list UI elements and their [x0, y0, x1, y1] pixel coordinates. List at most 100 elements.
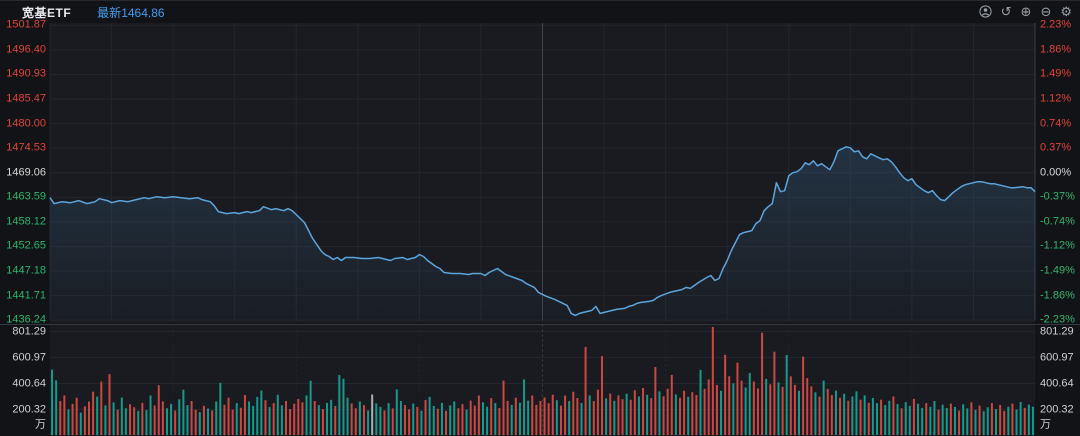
volume-bar	[494, 403, 496, 435]
zoom-in-icon[interactable]: ⊕	[1021, 5, 1032, 18]
volume-axis-label: 600.97	[1040, 352, 1080, 363]
volume-bar	[613, 401, 615, 435]
volume-axis-label: 200.32	[0, 404, 46, 415]
volume-bar	[503, 381, 505, 435]
volume-bar	[658, 391, 660, 435]
volume-unit-label: 万	[1040, 420, 1080, 431]
volume-bar	[371, 395, 373, 435]
volume-bar	[991, 403, 993, 435]
volume-bar	[872, 398, 874, 435]
volume-bar	[293, 404, 295, 435]
volume-bar	[823, 381, 825, 435]
volume-bar	[966, 408, 968, 435]
volume-bar	[671, 375, 673, 435]
volume-bar	[773, 352, 775, 435]
volume-bar	[810, 386, 812, 435]
volume-bar	[404, 405, 406, 435]
volume-bar	[461, 404, 463, 435]
volume-bar	[429, 397, 431, 435]
volume-bar	[535, 405, 537, 435]
volume-bar	[958, 411, 960, 435]
settings-icon[interactable]: ⚙	[1060, 5, 1072, 18]
volume-axis-label: 200.32	[1040, 404, 1080, 415]
volume-bar	[383, 410, 385, 435]
volume-bar	[141, 403, 143, 435]
volume-bar	[113, 402, 115, 435]
volume-bar	[622, 399, 624, 435]
volume-bar	[125, 408, 127, 435]
volume-bar	[219, 383, 221, 435]
pct-axis-label: -1.12%	[1040, 241, 1080, 252]
volume-bar	[769, 384, 771, 435]
price-axis-label: 1452.65	[0, 241, 46, 252]
pct-axis-label: 1.86%	[1040, 44, 1080, 55]
volume-bar	[507, 401, 509, 435]
volume-bar	[482, 402, 484, 435]
volume-bar	[704, 389, 706, 435]
volume-bar	[80, 413, 82, 435]
zoom-out-icon[interactable]: ⊖	[1040, 5, 1051, 18]
volume-bar	[806, 378, 808, 435]
volume-bar	[215, 401, 217, 435]
volume-bar	[158, 385, 160, 435]
volume-bar	[888, 401, 890, 435]
volume-bar	[441, 403, 443, 435]
volume-bar	[375, 403, 377, 435]
volume-bar	[999, 405, 1001, 435]
volume-bar	[687, 397, 689, 435]
volume-bar	[860, 400, 862, 435]
volume-bar	[1032, 407, 1034, 435]
pct-axis-label: 0.00%	[1040, 167, 1080, 178]
volume-bar	[617, 395, 619, 435]
volume-bar	[605, 398, 607, 435]
price-axis-label: 1480.00	[0, 118, 46, 129]
pct-axis-label: 1.49%	[1040, 69, 1080, 80]
volume-bar	[790, 376, 792, 435]
volume-bar	[277, 395, 279, 435]
volume-bar	[851, 396, 853, 435]
volume-bar	[798, 391, 800, 435]
price-axis-label: 1463.59	[0, 192, 46, 203]
volume-bar	[195, 410, 197, 435]
volume-bar	[342, 379, 344, 435]
volume-bar	[67, 409, 69, 435]
volume-bar	[162, 401, 164, 435]
volume-bar	[96, 397, 98, 435]
volume-bar	[453, 402, 455, 435]
volume-bar	[306, 395, 308, 435]
account-icon[interactable]	[979, 5, 992, 18]
volume-bar	[794, 385, 796, 435]
volume-bar	[831, 395, 833, 435]
volume-bar	[753, 382, 755, 435]
volume-bar	[663, 396, 665, 435]
volume-bar	[59, 401, 61, 435]
volume-bar	[334, 406, 336, 435]
volume-bar	[1003, 411, 1005, 435]
volume-bar	[609, 394, 611, 435]
volume-bar	[720, 391, 722, 435]
volume-axis-label: 400.64	[1040, 378, 1080, 389]
volume-axis-label: 801.29	[1040, 326, 1080, 337]
price-axis-label: 1441.71	[0, 290, 46, 301]
volume-bar	[297, 399, 299, 435]
volume-bar	[765, 379, 767, 435]
volume-bar	[1020, 402, 1022, 435]
volume-bar	[560, 406, 562, 435]
volume-bar	[942, 405, 944, 435]
volume-bar	[121, 398, 123, 435]
volume-bar	[523, 379, 525, 435]
volume-bar	[708, 379, 710, 435]
volume-bar	[273, 403, 275, 435]
volume-bar	[732, 383, 734, 435]
undo-icon[interactable]: ↺	[1001, 5, 1012, 18]
pct-axis-label: -1.86%	[1040, 290, 1080, 301]
volume-bar	[445, 411, 447, 435]
volume-bar	[150, 395, 152, 435]
volume-bar	[388, 403, 390, 435]
volume-bar	[716, 385, 718, 435]
volume-bar	[897, 404, 899, 435]
volume-bar	[917, 404, 919, 435]
volume-bar	[425, 400, 427, 435]
